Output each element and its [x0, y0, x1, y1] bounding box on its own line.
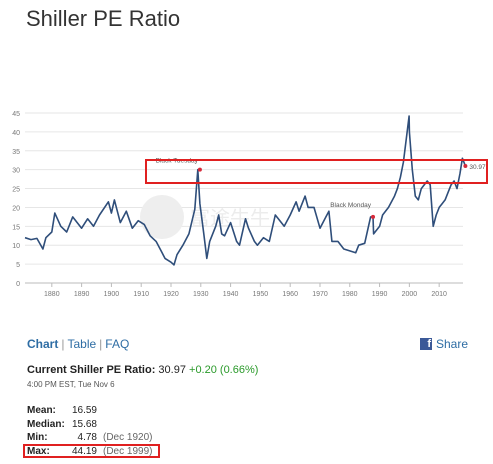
y-tick-label: 5 [16, 262, 20, 269]
stat-key: Max: [27, 445, 50, 457]
stat-key: Median: [27, 418, 65, 430]
y-tick-label: 35 [12, 149, 20, 156]
x-tick-label: 1930 [193, 291, 209, 298]
stat-date: (Dec 1920) [103, 432, 153, 444]
current-value: Current Shiller PE Ratio: 30.97 +0.20 (0… [27, 364, 258, 376]
stat-key: Min: [27, 432, 48, 444]
x-tick-label: 1940 [223, 291, 239, 298]
stat-value: 44.19 [71, 445, 97, 457]
y-tick-label: 45 [12, 111, 20, 118]
stat-row-min: Min: 4.78 (Dec 1920) [27, 431, 152, 445]
tab-chart[interactable]: Chart [27, 337, 59, 351]
chart-tabs: Chart | Table | FAQ [27, 337, 129, 351]
x-tick-label: 1890 [74, 291, 90, 298]
current-change: +0.20 (0.66%) [189, 364, 259, 376]
x-tick-label: 1910 [133, 291, 149, 298]
share-button[interactable]: f Share [420, 337, 468, 351]
x-axis-ticks: 1880 1890 1900 1910 1920 1930 1940 1950 1960 1970… [44, 291, 447, 298]
watermark-circle [140, 195, 184, 239]
annotation-marker [197, 167, 202, 172]
y-tick-label: 15 [12, 224, 20, 231]
x-tick-label: 1950 [253, 291, 269, 298]
y-tick-label: 25 [12, 187, 20, 194]
x-tick-label: 1960 [282, 291, 298, 298]
y-tick-label: 20 [12, 205, 20, 212]
y-tick-label: 30 [12, 168, 20, 175]
y-tick-label: 0 [16, 281, 20, 288]
x-tick-label: 1900 [104, 291, 120, 298]
highlight-box-top [145, 159, 488, 184]
watermark-logo: 富途牛牛 [140, 195, 270, 239]
chart-grid [25, 112, 463, 287]
annotation-label: Black Monday [330, 202, 372, 209]
shiller-pe-series [24, 115, 467, 266]
chart-annotations: Black Tuesday Black Monday 30.97 [156, 158, 486, 219]
stat-row-mean: Mean: 16.59 [27, 404, 152, 418]
stat-value: 15.68 [71, 418, 97, 430]
stat-key: Mean: [27, 405, 56, 417]
series-line [24, 115, 467, 266]
x-tick-label: 1970 [312, 291, 328, 298]
current-number: 30.97 [158, 364, 186, 376]
annotation-label: Black Tuesday [156, 158, 199, 165]
timestamp: 4:00 PM EST, Tue Nov 6 [27, 380, 115, 389]
stat-value: 16.59 [71, 405, 97, 417]
x-tick-label: 1980 [342, 291, 358, 298]
x-tick-label: 1920 [163, 291, 179, 298]
annotation-label: 30.97 [469, 164, 486, 171]
stat-value: 4.78 [77, 432, 97, 444]
max-highlight-box [23, 444, 160, 458]
stat-row-median: Median: 15.68 [27, 418, 152, 432]
y-axis-ticks: 0 5 10 15 20 25 30 35 40 45 [12, 111, 20, 288]
y-tick-label: 40 [12, 130, 20, 137]
annotation-marker [371, 214, 376, 219]
tab-separator: | [99, 337, 103, 351]
facebook-icon: f [420, 338, 432, 350]
x-tick-label: 2010 [431, 291, 447, 298]
stats-table: Mean: 16.59 Median: 15.68 Min: 4.78 (Dec… [27, 404, 152, 458]
x-tick-label: 1990 [372, 291, 388, 298]
y-tick-label: 10 [12, 243, 20, 250]
stat-row-max: Max: 44.19 (Dec 1999) [27, 445, 152, 459]
x-tick-label: 2000 [402, 291, 418, 298]
stat-date: (Dec 1999) [103, 445, 153, 457]
annotation-marker [463, 164, 468, 169]
tab-faq[interactable]: FAQ [105, 337, 130, 351]
tab-table[interactable]: Table [67, 337, 97, 351]
page-title: Shiller PE Ratio [26, 6, 181, 31]
tab-separator: | [61, 337, 65, 351]
current-label: Current Shiller PE Ratio: [27, 364, 156, 376]
x-tick-label: 1880 [44, 291, 60, 298]
share-label: Share [436, 337, 469, 351]
